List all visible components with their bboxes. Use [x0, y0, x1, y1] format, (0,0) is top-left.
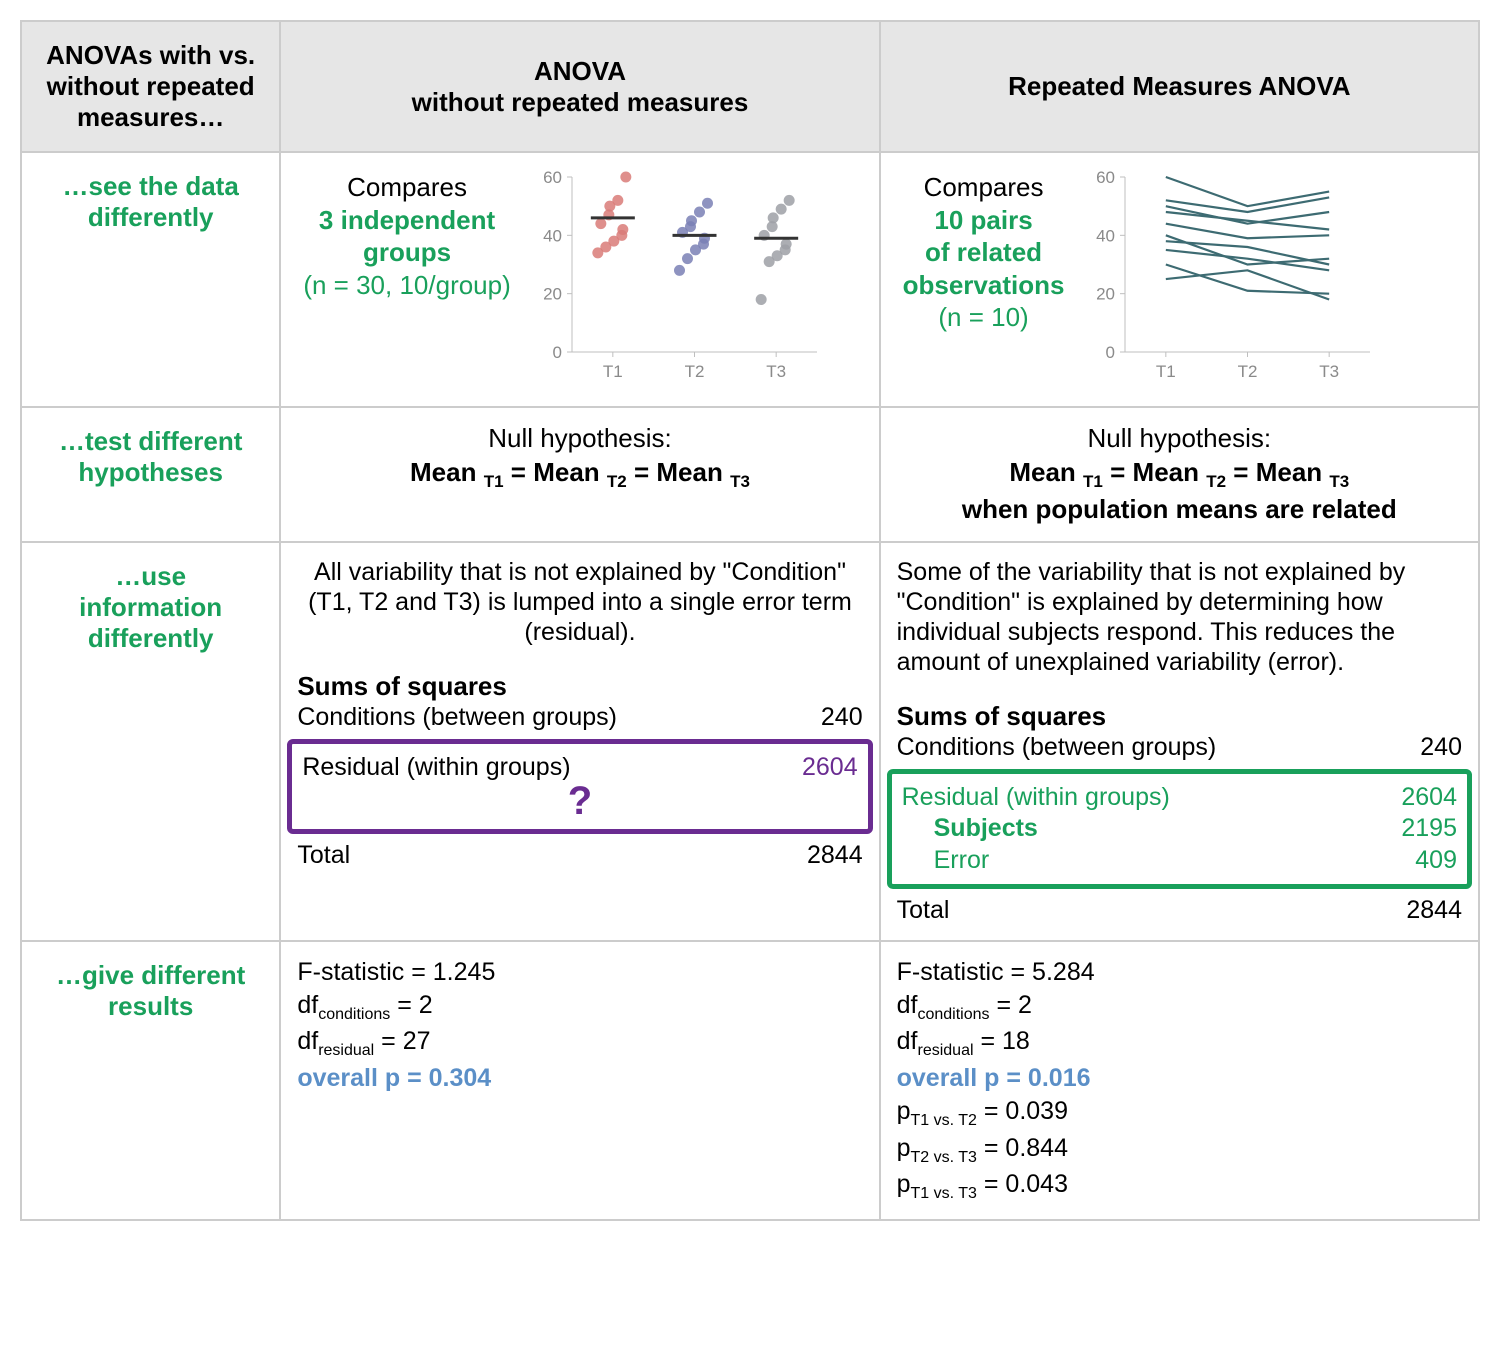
ss-total-right: Total 2844 [897, 895, 1462, 926]
comparison-table: ANOVAs with vs. without repeated measure… [20, 20, 1480, 1221]
row1-right-text: Compares 10 pairs of related observation… [897, 167, 1071, 334]
row3-label: …use information differently [21, 542, 280, 941]
row1-left-text: Compares 3 independent groups (n = 30, 1… [297, 167, 516, 301]
ss-cond-right: Conditions (between groups) 240 [897, 732, 1462, 763]
svg-text:40: 40 [1097, 226, 1116, 245]
svg-text:T3: T3 [1320, 362, 1340, 381]
row1-label: …see the data differently [21, 152, 280, 407]
svg-text:T3: T3 [766, 362, 786, 381]
svg-text:T2: T2 [684, 362, 704, 381]
svg-text:20: 20 [1097, 285, 1116, 304]
svg-text:40: 40 [543, 226, 562, 245]
row1-right-cell: Compares 10 pairs of related observation… [880, 152, 1479, 407]
question-mark-icon: ? [302, 781, 857, 821]
svg-text:0: 0 [1106, 343, 1115, 362]
svg-text:T1: T1 [603, 362, 623, 381]
svg-text:0: 0 [552, 343, 561, 362]
svg-text:T1: T1 [1156, 362, 1176, 381]
svg-text:20: 20 [543, 285, 562, 304]
row4-right-cell: F-statistic = 5.284 dfconditions = 2 dfr… [880, 941, 1479, 1220]
ss-total-left: Total 2844 [297, 840, 862, 871]
row3-right-para: Some of the variability that is not expl… [897, 557, 1462, 677]
row4-label: …give different results [21, 941, 280, 1220]
dot-chart: 0 20 40 60 T1 T2 T3 [527, 167, 863, 392]
row4-left-cell: F-statistic = 1.245 dfconditions = 2 dfr… [280, 941, 879, 1220]
row3-right-cell: Some of the variability that is not expl… [880, 542, 1479, 941]
row2-label: …test different hypotheses [21, 407, 280, 542]
line-chart: 0 20 40 60 T1 T2 T3 [1080, 167, 1462, 392]
row3-left-cell: All variability that is not explained by… [280, 542, 879, 941]
ss-title-right: Sums of squares [897, 701, 1462, 732]
header-col1: ANOVAs with vs. without repeated measure… [21, 21, 280, 152]
svg-text:60: 60 [1097, 168, 1116, 187]
header-col2: ANOVA without repeated measures [280, 21, 879, 152]
header-col3: Repeated Measures ANOVA [880, 21, 1479, 152]
row2-left-cell: Null hypothesis: Mean T1 = Mean T2 = Mea… [280, 407, 879, 542]
ss-title-left: Sums of squares [297, 671, 862, 702]
ss-cond-left: Conditions (between groups) 240 [297, 702, 862, 733]
svg-text:T2: T2 [1238, 362, 1258, 381]
row3-left-para: All variability that is not explained by… [297, 557, 862, 647]
ss-residual-box-left: Residual (within groups) 2604 ? [287, 739, 872, 834]
svg-text:60: 60 [543, 168, 562, 187]
row1-left-cell: Compares 3 independent groups (n = 30, 1… [280, 152, 879, 407]
ss-residual-box-right: Residual (within groups) 2604 Subjects 2… [887, 769, 1472, 889]
row2-right-cell: Null hypothesis: Mean T1 = Mean T2 = Mea… [880, 407, 1479, 542]
